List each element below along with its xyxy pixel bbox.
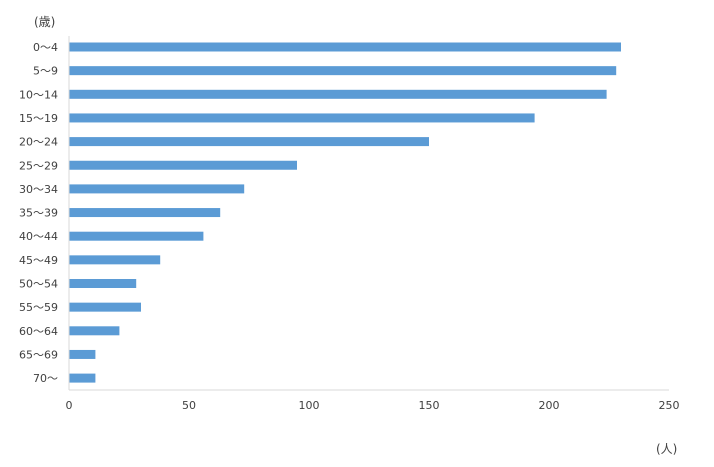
x-tick-label: 250 <box>659 399 680 412</box>
y-tick-label: 60～64 <box>19 325 58 338</box>
bar <box>69 89 607 99</box>
x-axis-title: (人) <box>656 442 677 456</box>
x-tick-label: 150 <box>419 399 440 412</box>
y-tick-label: 40～44 <box>19 230 58 243</box>
bar <box>69 66 617 76</box>
y-tick-label: 50～54 <box>19 278 58 291</box>
y-tick-label: 20～24 <box>19 136 58 149</box>
bar <box>69 255 161 265</box>
bar <box>69 231 204 241</box>
bar <box>69 208 221 218</box>
x-tick-label: 100 <box>299 399 320 412</box>
y-tick-label: 70～ <box>33 372 58 385</box>
bar <box>69 326 120 336</box>
bar <box>69 137 429 147</box>
bar <box>69 279 137 288</box>
bar <box>69 42 621 52</box>
y-tick-label: 15～19 <box>19 112 58 125</box>
y-axis-title: (歳) <box>34 15 55 29</box>
bar <box>69 302 141 312</box>
y-tick-labels: 0～4 5～9 10～14 15～19 20～24 25～29 30～34 35～39 40～4… <box>19 41 58 385</box>
y-tick-label: 25～29 <box>19 159 58 172</box>
y-tick-label: 5～9 <box>33 65 58 78</box>
bar <box>69 349 96 359</box>
x-tick-label: 0 <box>66 399 73 412</box>
y-tick-label: 10～14 <box>19 88 58 101</box>
bars-group <box>69 42 621 383</box>
y-tick-label: 30～34 <box>19 183 58 196</box>
bar <box>69 184 245 194</box>
y-tick-label: 65～69 <box>19 348 58 361</box>
y-tick-label: 45～49 <box>19 254 58 267</box>
y-tick-label: 55～59 <box>19 301 58 314</box>
x-tick-labels: 0 50 100 150 200 250 <box>66 399 680 412</box>
bar <box>69 113 535 123</box>
bar <box>69 373 96 383</box>
y-tick-label: 0～4 <box>33 41 58 54</box>
x-tick-label: 200 <box>539 399 560 412</box>
y-tick-label: 35～39 <box>19 207 58 220</box>
bar <box>69 160 297 170</box>
x-tick-label: 50 <box>182 399 196 412</box>
